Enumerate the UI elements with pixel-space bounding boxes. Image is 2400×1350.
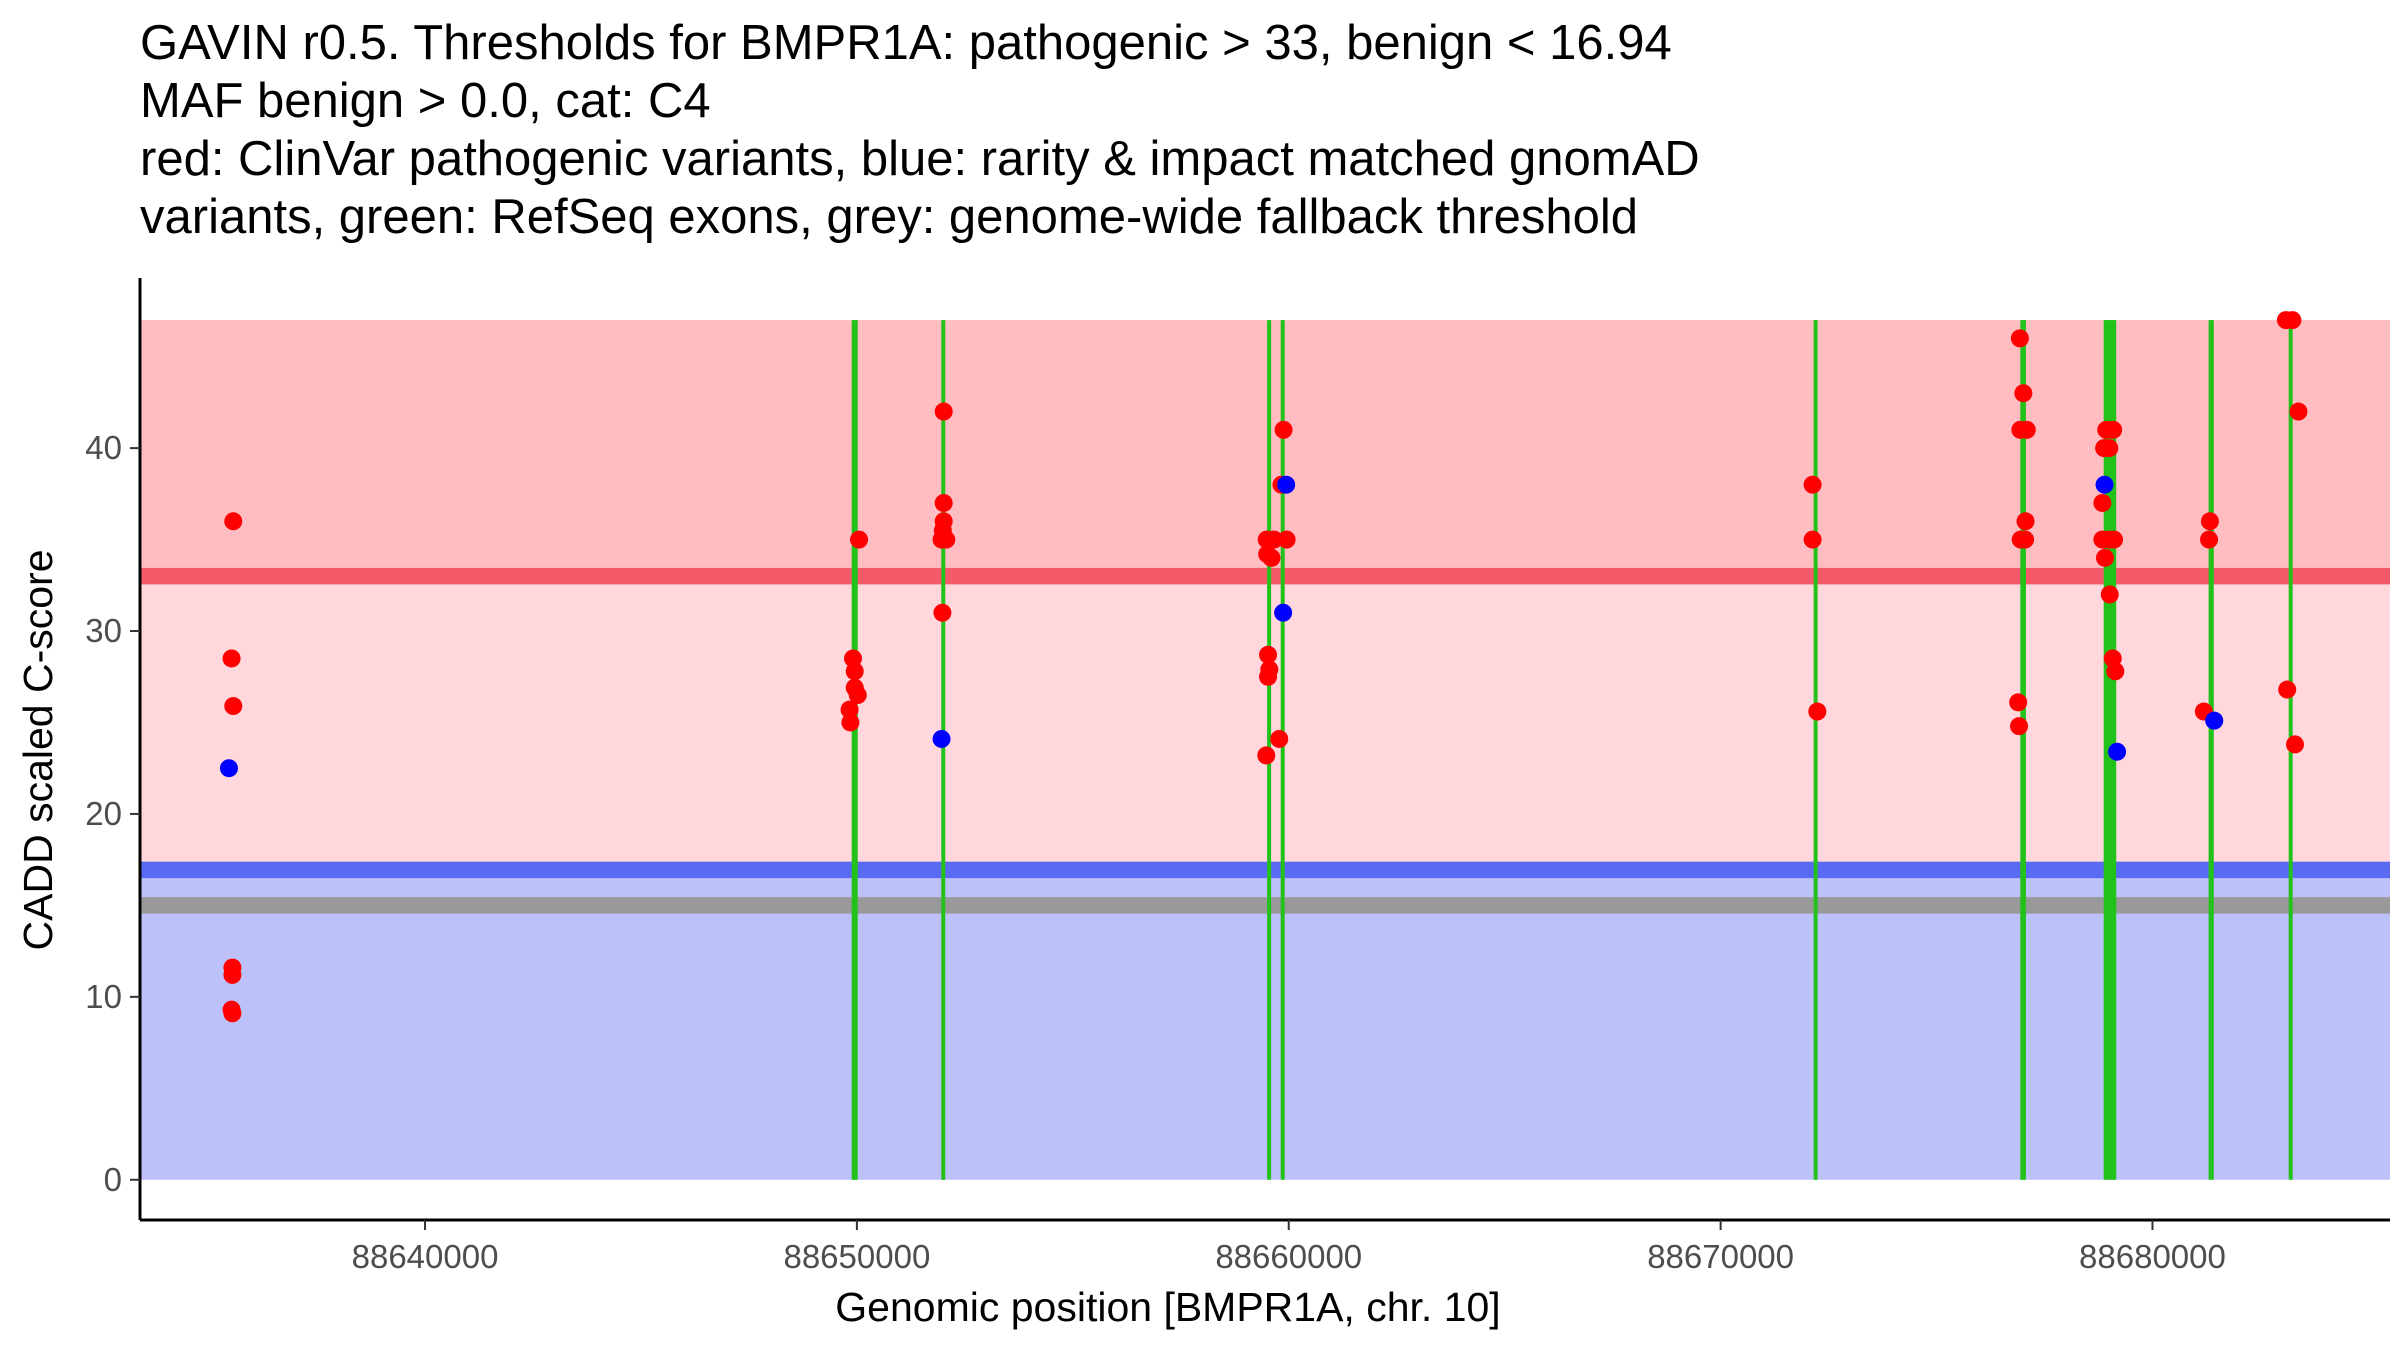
clinvar-variant-point	[2283, 311, 2302, 330]
clinvar-variant-point	[2285, 735, 2304, 754]
clinvar-variant-point	[2100, 585, 2119, 604]
clinvar-variant-point	[2100, 439, 2119, 458]
data-points	[219, 311, 2308, 1023]
y-axis-label: CADD scaled C-score	[15, 550, 61, 951]
title-line-2: MAF benign > 0.0, cat: C4	[140, 74, 711, 128]
clinvar-variant-point	[1274, 420, 1293, 439]
clinvar-variant-point	[222, 649, 241, 668]
clinvar-variant-point	[841, 713, 860, 732]
exon-line	[1813, 320, 1818, 1180]
y-tick-label: 10	[85, 978, 122, 1015]
gnomad-variant-point	[1277, 475, 1296, 494]
clinvar-variant-point	[1257, 746, 1276, 765]
clinvar-variant-point	[2009, 693, 2028, 712]
clinvar-variant-point	[840, 700, 859, 719]
clinvar-variant-point	[1277, 530, 1296, 549]
x-tick-label: 88650000	[783, 1238, 930, 1275]
clinvar-variant-point	[848, 686, 867, 705]
clinvar-variant-point	[933, 603, 952, 622]
clinvar-variant-point	[223, 965, 242, 984]
gnomad-variant-point	[2205, 711, 2224, 730]
x-tick-label: 88640000	[352, 1238, 499, 1275]
gnomad-variant-point	[932, 729, 951, 748]
title-line-3: red: ClinVar pathogenic variants, blue: …	[140, 132, 1700, 186]
fallback-threshold-line	[140, 897, 2390, 914]
clinvar-variant-point	[2278, 680, 2297, 699]
gnomad-variant-point	[1274, 603, 1293, 622]
clinvar-variant-point	[934, 402, 953, 421]
benign-threshold-line	[140, 861, 2390, 879]
clinvar-variant-point	[2200, 512, 2219, 531]
clinvar-variant-point	[850, 530, 869, 549]
title-line-1: GAVIN r0.5. Thresholds for BMPR1A: patho…	[140, 16, 1672, 70]
clinvar-variant-point	[2095, 548, 2114, 567]
clinvar-variant-point	[2017, 420, 2036, 439]
gnomad-variant-point	[219, 759, 238, 778]
x-axis-label: Genomic position [BMPR1A, chr. 10]	[835, 1284, 1500, 1330]
title-line-4: variants, green: RefSeq exons, grey: gen…	[140, 190, 1639, 244]
clinvar-variant-point	[2010, 329, 2029, 348]
x-tick-label: 88660000	[1215, 1238, 1362, 1275]
clinvar-variant-point	[2105, 530, 2124, 549]
clinvar-variant-point	[2014, 384, 2033, 403]
x-tick-label: 88680000	[2079, 1238, 2226, 1275]
y-tick-label: 0	[104, 1161, 122, 1198]
clinvar-variant-point	[2016, 530, 2035, 549]
clinvar-variant-point	[2016, 512, 2035, 531]
pathogenic-threshold-line	[140, 567, 2390, 585]
axes: 0 10 20 30 40 88640000 88650000 88660000 8867000…	[85, 278, 2390, 1275]
exon-line	[851, 320, 858, 1180]
chart-title: GAVIN r0.5. Thresholds for BMPR1A: patho…	[140, 14, 1700, 246]
clinvar-variant-point	[2104, 420, 2123, 439]
clinvar-variant-point	[1808, 702, 1827, 721]
clinvar-variant-point	[1265, 530, 1284, 549]
y-tick-label: 40	[85, 429, 122, 466]
clinvar-variant-point	[1259, 645, 1278, 664]
exon-line	[2208, 320, 2214, 1180]
clinvar-variant-point	[223, 1004, 242, 1023]
exon-line	[1280, 320, 1285, 1180]
clinvar-variant-point	[2106, 662, 2125, 681]
clinvar-variant-point	[1270, 729, 1289, 748]
clinvar-variant-point	[937, 530, 956, 549]
clinvar-variant-point	[2010, 717, 2029, 736]
clinvar-variant-point	[1803, 475, 1822, 494]
x-tick-label: 88670000	[1647, 1238, 1794, 1275]
clinvar-variant-point	[1259, 667, 1278, 686]
clinvar-variant-point	[2289, 402, 2308, 421]
clinvar-variant-point	[2093, 493, 2112, 512]
y-tick-label: 20	[85, 795, 122, 832]
clinvar-variant-point	[1262, 548, 1281, 567]
clinvar-variant-point	[934, 493, 953, 512]
benign-region	[140, 869, 2390, 1180]
gnomad-variant-point	[2108, 742, 2127, 761]
exon-line	[941, 320, 946, 1180]
clinvar-variant-point	[845, 662, 864, 681]
gnomad-variant-point	[2095, 475, 2114, 494]
y-tick-label: 30	[85, 612, 122, 649]
middle-region	[140, 576, 2390, 870]
exon-line	[2020, 320, 2026, 1180]
clinvar-variant-point	[224, 512, 243, 531]
clinvar-variant-point	[1803, 530, 1822, 549]
clinvar-variant-point	[224, 697, 243, 716]
clinvar-variant-point	[2200, 530, 2219, 549]
